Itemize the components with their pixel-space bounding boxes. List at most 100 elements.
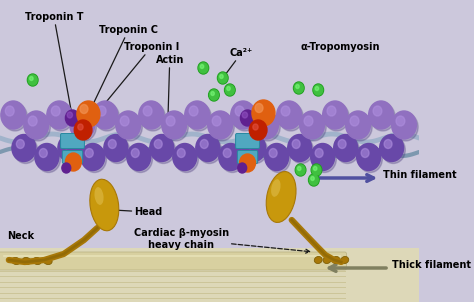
Circle shape (300, 111, 324, 139)
Circle shape (293, 82, 304, 94)
Circle shape (396, 116, 405, 126)
Circle shape (28, 116, 37, 126)
Circle shape (95, 103, 119, 131)
Circle shape (358, 146, 383, 172)
Circle shape (177, 149, 185, 158)
Circle shape (235, 106, 244, 116)
FancyBboxPatch shape (237, 150, 258, 163)
Circle shape (290, 137, 313, 163)
Circle shape (211, 92, 214, 95)
Circle shape (108, 140, 116, 149)
Circle shape (78, 124, 83, 130)
Circle shape (311, 143, 335, 171)
Ellipse shape (33, 257, 42, 265)
Text: Cardiac β-myosin
heavy chain: Cardiac β-myosin heavy chain (134, 228, 310, 253)
Circle shape (35, 143, 59, 171)
Ellipse shape (341, 256, 349, 264)
Circle shape (244, 137, 267, 163)
Circle shape (131, 149, 139, 158)
Ellipse shape (43, 257, 52, 265)
Circle shape (255, 104, 263, 113)
Circle shape (51, 106, 60, 116)
Circle shape (58, 134, 82, 162)
Circle shape (392, 111, 416, 139)
Circle shape (47, 101, 72, 129)
Circle shape (139, 101, 164, 129)
Text: Troponin C: Troponin C (90, 25, 158, 111)
Circle shape (357, 143, 381, 171)
Ellipse shape (314, 256, 322, 264)
Text: Neck: Neck (7, 231, 34, 241)
Circle shape (347, 113, 372, 141)
Text: Head: Head (116, 207, 163, 217)
Circle shape (3, 103, 27, 131)
Circle shape (49, 103, 73, 131)
Circle shape (26, 113, 50, 141)
Circle shape (173, 143, 197, 171)
Circle shape (62, 140, 70, 149)
Circle shape (198, 137, 221, 163)
Circle shape (116, 111, 141, 139)
Circle shape (334, 134, 357, 162)
Circle shape (208, 111, 232, 139)
Circle shape (227, 86, 230, 91)
FancyBboxPatch shape (62, 150, 82, 163)
Circle shape (361, 149, 369, 158)
Circle shape (255, 113, 280, 141)
Circle shape (29, 76, 33, 81)
Circle shape (70, 111, 95, 139)
Circle shape (225, 84, 235, 96)
Circle shape (80, 104, 88, 114)
Ellipse shape (90, 179, 119, 231)
Circle shape (67, 112, 73, 118)
Circle shape (24, 111, 49, 139)
Circle shape (187, 103, 211, 131)
Circle shape (304, 116, 313, 126)
Circle shape (266, 146, 291, 172)
Circle shape (232, 103, 257, 131)
Circle shape (242, 112, 247, 118)
Circle shape (74, 116, 83, 126)
Text: Troponin T: Troponin T (25, 12, 83, 115)
Circle shape (152, 137, 175, 163)
Circle shape (12, 134, 36, 162)
Circle shape (97, 106, 106, 116)
Circle shape (218, 72, 228, 84)
Circle shape (323, 101, 347, 129)
Circle shape (200, 140, 208, 149)
Circle shape (200, 65, 204, 69)
Circle shape (82, 146, 107, 172)
Circle shape (350, 116, 359, 126)
Circle shape (166, 116, 175, 126)
Circle shape (196, 134, 219, 162)
Ellipse shape (266, 172, 296, 223)
Circle shape (77, 101, 100, 127)
Circle shape (239, 154, 255, 172)
Circle shape (118, 113, 142, 141)
Circle shape (301, 113, 326, 141)
Circle shape (1, 101, 26, 129)
Text: Thin filament: Thin filament (383, 170, 456, 180)
Circle shape (327, 106, 336, 116)
Circle shape (315, 86, 319, 91)
Circle shape (104, 134, 128, 162)
Circle shape (249, 120, 267, 140)
Circle shape (209, 89, 219, 101)
Circle shape (309, 174, 319, 186)
Circle shape (298, 166, 301, 171)
FancyBboxPatch shape (61, 133, 84, 149)
Circle shape (373, 106, 382, 116)
Circle shape (74, 120, 92, 140)
Circle shape (382, 137, 405, 163)
Circle shape (294, 83, 303, 93)
Circle shape (106, 137, 129, 163)
Circle shape (310, 175, 318, 185)
Circle shape (141, 103, 165, 131)
Circle shape (154, 140, 162, 149)
Circle shape (369, 101, 393, 129)
Circle shape (60, 137, 83, 163)
Circle shape (312, 165, 321, 175)
Circle shape (346, 111, 370, 139)
Circle shape (198, 62, 209, 74)
Circle shape (210, 113, 234, 141)
